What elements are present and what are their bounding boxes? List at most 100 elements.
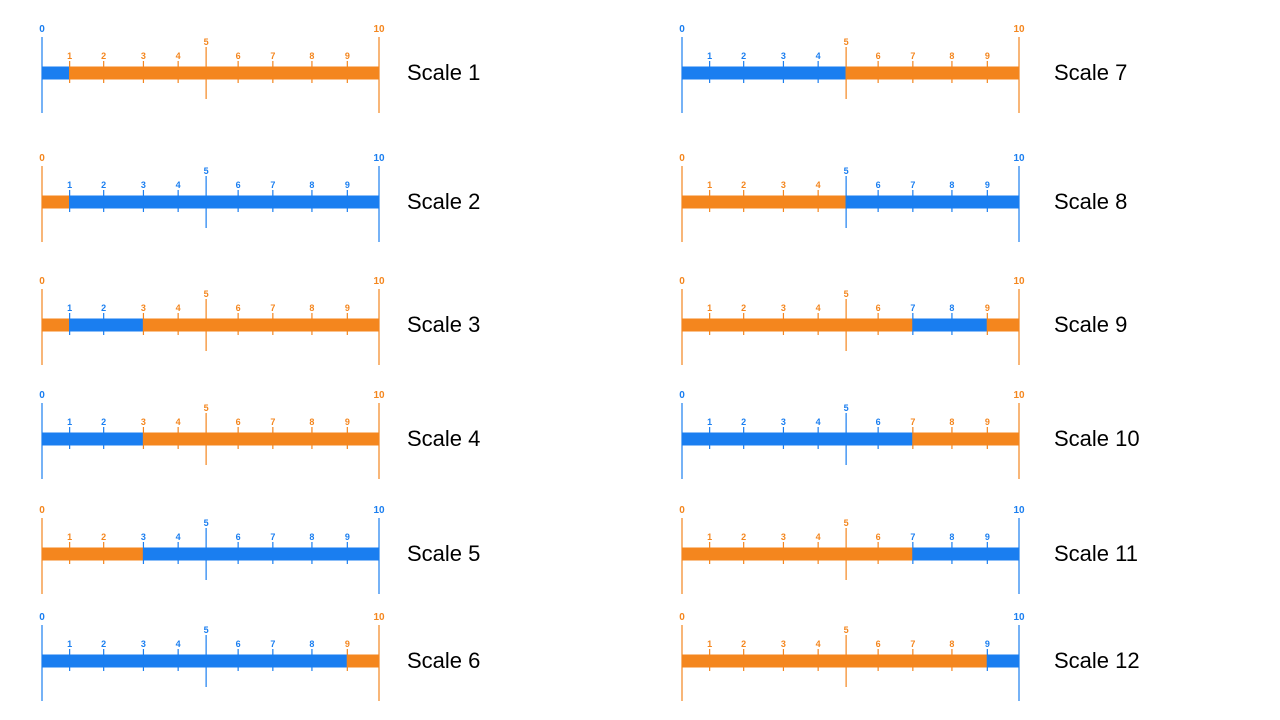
bar-segment-blue <box>42 432 144 446</box>
tick-label-6: 6 <box>876 303 881 313</box>
tick-label-7: 7 <box>910 532 915 542</box>
tick-label-8: 8 <box>309 303 314 313</box>
tick-label-3: 3 <box>141 532 146 542</box>
tick-label-5: 5 <box>844 166 849 176</box>
tick-label-8: 8 <box>949 417 954 427</box>
tick-label-7: 7 <box>270 417 275 427</box>
tick-label-1: 1 <box>707 532 712 542</box>
tick-label-9: 9 <box>985 51 990 61</box>
tick-label-5: 5 <box>204 518 209 528</box>
tick-label-6: 6 <box>876 51 881 61</box>
tick-label-5: 5 <box>204 166 209 176</box>
tick-label-9: 9 <box>985 180 990 190</box>
scale-label: Scale 3 <box>407 312 480 337</box>
tick-label-4: 4 <box>176 532 181 542</box>
tick-label-4: 4 <box>176 51 181 61</box>
tick-label-3: 3 <box>781 639 786 649</box>
tick-label-1: 1 <box>67 639 72 649</box>
tick-label-1: 1 <box>707 51 712 61</box>
bar-segment-blue <box>682 66 847 80</box>
tick-label-3: 3 <box>781 51 786 61</box>
tick-label-2: 2 <box>741 417 746 427</box>
tick-label-2: 2 <box>101 639 106 649</box>
tick-label-4: 4 <box>816 303 821 313</box>
bar-segment-orange <box>347 654 379 668</box>
bar-segment-blue <box>42 654 348 668</box>
bar-segment-orange <box>682 547 913 561</box>
tick-label-2: 2 <box>741 51 746 61</box>
tick-label-7: 7 <box>910 639 915 649</box>
tick-label-4: 4 <box>816 639 821 649</box>
scale-10: 0 1 2 3 4 5 6 7 8 9 10 Scale 10 <box>679 390 1140 479</box>
tick-label-9: 9 <box>345 51 350 61</box>
tick-label-6: 6 <box>236 639 241 649</box>
tick-label-0: 0 <box>679 390 685 401</box>
bar-segment-orange <box>42 547 144 561</box>
tick-label-0: 0 <box>679 276 685 287</box>
bar-segment-blue <box>846 195 1019 209</box>
bar-segment-orange <box>912 432 1019 446</box>
tick-label-3: 3 <box>141 303 146 313</box>
tick-label-10: 10 <box>373 390 385 401</box>
tick-label-6: 6 <box>236 303 241 313</box>
tick-label-2: 2 <box>741 532 746 542</box>
tick-label-6: 6 <box>876 180 881 190</box>
scale-label: Scale 1 <box>407 60 480 85</box>
tick-label-5: 5 <box>204 403 209 413</box>
bar-segment-blue <box>987 654 1019 668</box>
tick-label-8: 8 <box>949 532 954 542</box>
tick-label-6: 6 <box>236 180 241 190</box>
tick-label-9: 9 <box>345 417 350 427</box>
scale-label: Scale 2 <box>407 189 480 214</box>
tick-label-10: 10 <box>1013 24 1025 35</box>
scale-7: 0 1 2 3 4 5 6 7 8 9 10 Scale 7 <box>679 24 1127 113</box>
scale-label: Scale 5 <box>407 541 480 566</box>
scale-12: 0 1 2 3 4 5 6 7 8 9 10 Scale 12 <box>679 612 1140 701</box>
tick-label-0: 0 <box>39 276 45 287</box>
tick-label-1: 1 <box>67 303 72 313</box>
tick-label-2: 2 <box>101 417 106 427</box>
scale-8: 0 1 2 3 4 5 6 7 8 9 10 Scale 8 <box>679 153 1127 242</box>
tick-label-8: 8 <box>949 639 954 649</box>
bar-segment-blue <box>912 318 988 332</box>
tick-label-9: 9 <box>345 180 350 190</box>
tick-label-0: 0 <box>39 390 45 401</box>
tick-label-9: 9 <box>985 639 990 649</box>
tick-label-8: 8 <box>949 51 954 61</box>
bar-segment-orange <box>42 195 70 209</box>
tick-label-6: 6 <box>876 417 881 427</box>
tick-label-8: 8 <box>309 532 314 542</box>
tick-label-1: 1 <box>707 180 712 190</box>
scale-2: 0 1 2 3 4 5 6 7 8 9 10 Scale 2 <box>39 153 480 242</box>
tick-label-2: 2 <box>101 180 106 190</box>
tick-label-7: 7 <box>270 180 275 190</box>
tick-label-3: 3 <box>141 51 146 61</box>
bar-segment-orange <box>987 318 1019 332</box>
bar-segment-orange <box>682 195 847 209</box>
tick-label-10: 10 <box>1013 276 1025 287</box>
tick-label-10: 10 <box>1013 153 1025 164</box>
tick-label-0: 0 <box>39 24 45 35</box>
tick-label-9: 9 <box>985 303 990 313</box>
tick-label-6: 6 <box>236 417 241 427</box>
tick-label-2: 2 <box>101 532 106 542</box>
bar-segment-blue <box>682 432 913 446</box>
tick-label-3: 3 <box>781 532 786 542</box>
tick-label-4: 4 <box>176 417 181 427</box>
scale-label: Scale 10 <box>1054 426 1140 451</box>
scale-11: 0 1 2 3 4 5 6 7 8 9 10 Scale 11 <box>679 505 1138 594</box>
scale-label: Scale 11 <box>1054 541 1138 566</box>
tick-label-1: 1 <box>67 417 72 427</box>
bar-segment-blue <box>69 195 379 209</box>
scale-1: 0 1 2 3 4 5 6 7 8 9 10 Scale 1 <box>39 24 480 113</box>
tick-label-2: 2 <box>741 303 746 313</box>
bar-segment-blue <box>143 547 379 561</box>
scale-label: Scale 12 <box>1054 648 1140 673</box>
tick-label-9: 9 <box>345 532 350 542</box>
tick-label-1: 1 <box>67 180 72 190</box>
bar-segment-blue <box>69 318 144 332</box>
tick-label-8: 8 <box>309 180 314 190</box>
tick-label-5: 5 <box>204 625 209 635</box>
tick-label-4: 4 <box>176 303 181 313</box>
